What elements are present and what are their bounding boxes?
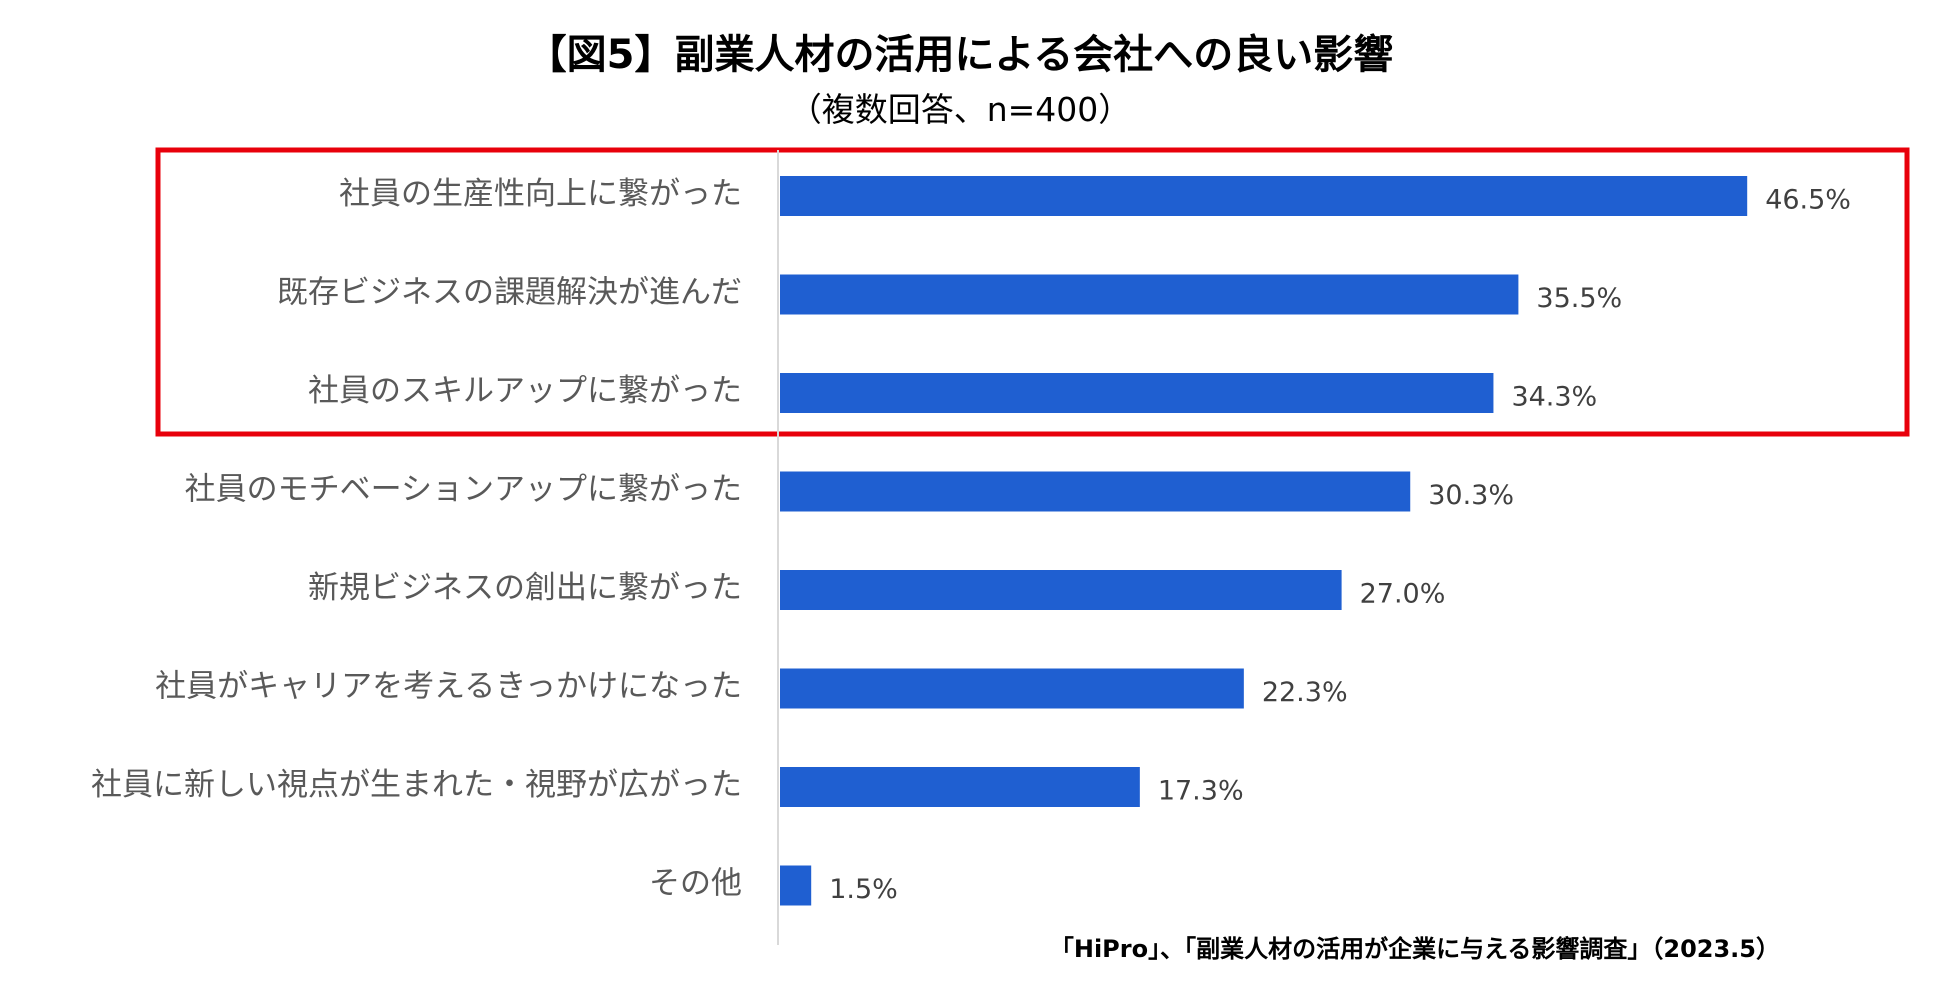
bar-5 xyxy=(780,570,1342,610)
value-label-6: 22.3% xyxy=(1262,677,1348,708)
category-label-1: 社員の生産性向上に繋がった xyxy=(339,176,742,212)
source-note: 「HiPro」、「副業人材の活用が企業に与える影響調査」（2023.5） xyxy=(1050,935,1780,963)
bar-2 xyxy=(780,274,1519,315)
bar-4 xyxy=(780,471,1411,512)
category-label-4: 社員のモチベーションアップに繋がった xyxy=(185,472,742,508)
category-label-8: その他 xyxy=(649,866,742,902)
bar-6 xyxy=(780,668,1244,709)
value-label-1: 46.5% xyxy=(1765,185,1851,216)
category-label-3: 社員のスキルアップに繋がった xyxy=(308,373,742,409)
category-label-6: 社員がキャリアを考えるきっかけになった xyxy=(155,669,742,705)
bar-7 xyxy=(780,767,1140,807)
value-label-4: 30.3% xyxy=(1428,480,1514,511)
category-labels: 社員の生産性向上に繋がった既存ビジネスの課題解決が進んだ社員のスキルアップに繋が… xyxy=(91,176,742,902)
category-label-7: 社員に新しい視点が生まれた・視野が広がった xyxy=(91,767,742,803)
value-label-7: 17.3% xyxy=(1158,776,1244,807)
value-label-2: 35.5% xyxy=(1536,283,1622,314)
value-label-5: 27.0% xyxy=(1360,579,1446,610)
value-labels: 46.5% 35.5% 34.3% 30.3% 27.0% 22.3% 17.3% 1.5% xyxy=(829,185,1851,906)
category-label-2: 既存ビジネスの課題解決が進んだ xyxy=(277,275,742,311)
category-label-5: 新規ビジネスの創出に繋がった xyxy=(308,570,742,606)
bar-3 xyxy=(780,373,1494,413)
chart-title: 【図5】副業人材の活用による会社への良い影響 xyxy=(527,32,1394,78)
chart-subtitle: （複数回答、n=400） xyxy=(789,90,1132,129)
bar-8 xyxy=(780,865,812,906)
bar-1 xyxy=(780,176,1748,216)
highlight-box xyxy=(155,147,1910,437)
bars-group xyxy=(780,176,1748,906)
value-label-3: 34.3% xyxy=(1511,382,1597,413)
value-label-8: 1.5% xyxy=(829,874,898,905)
